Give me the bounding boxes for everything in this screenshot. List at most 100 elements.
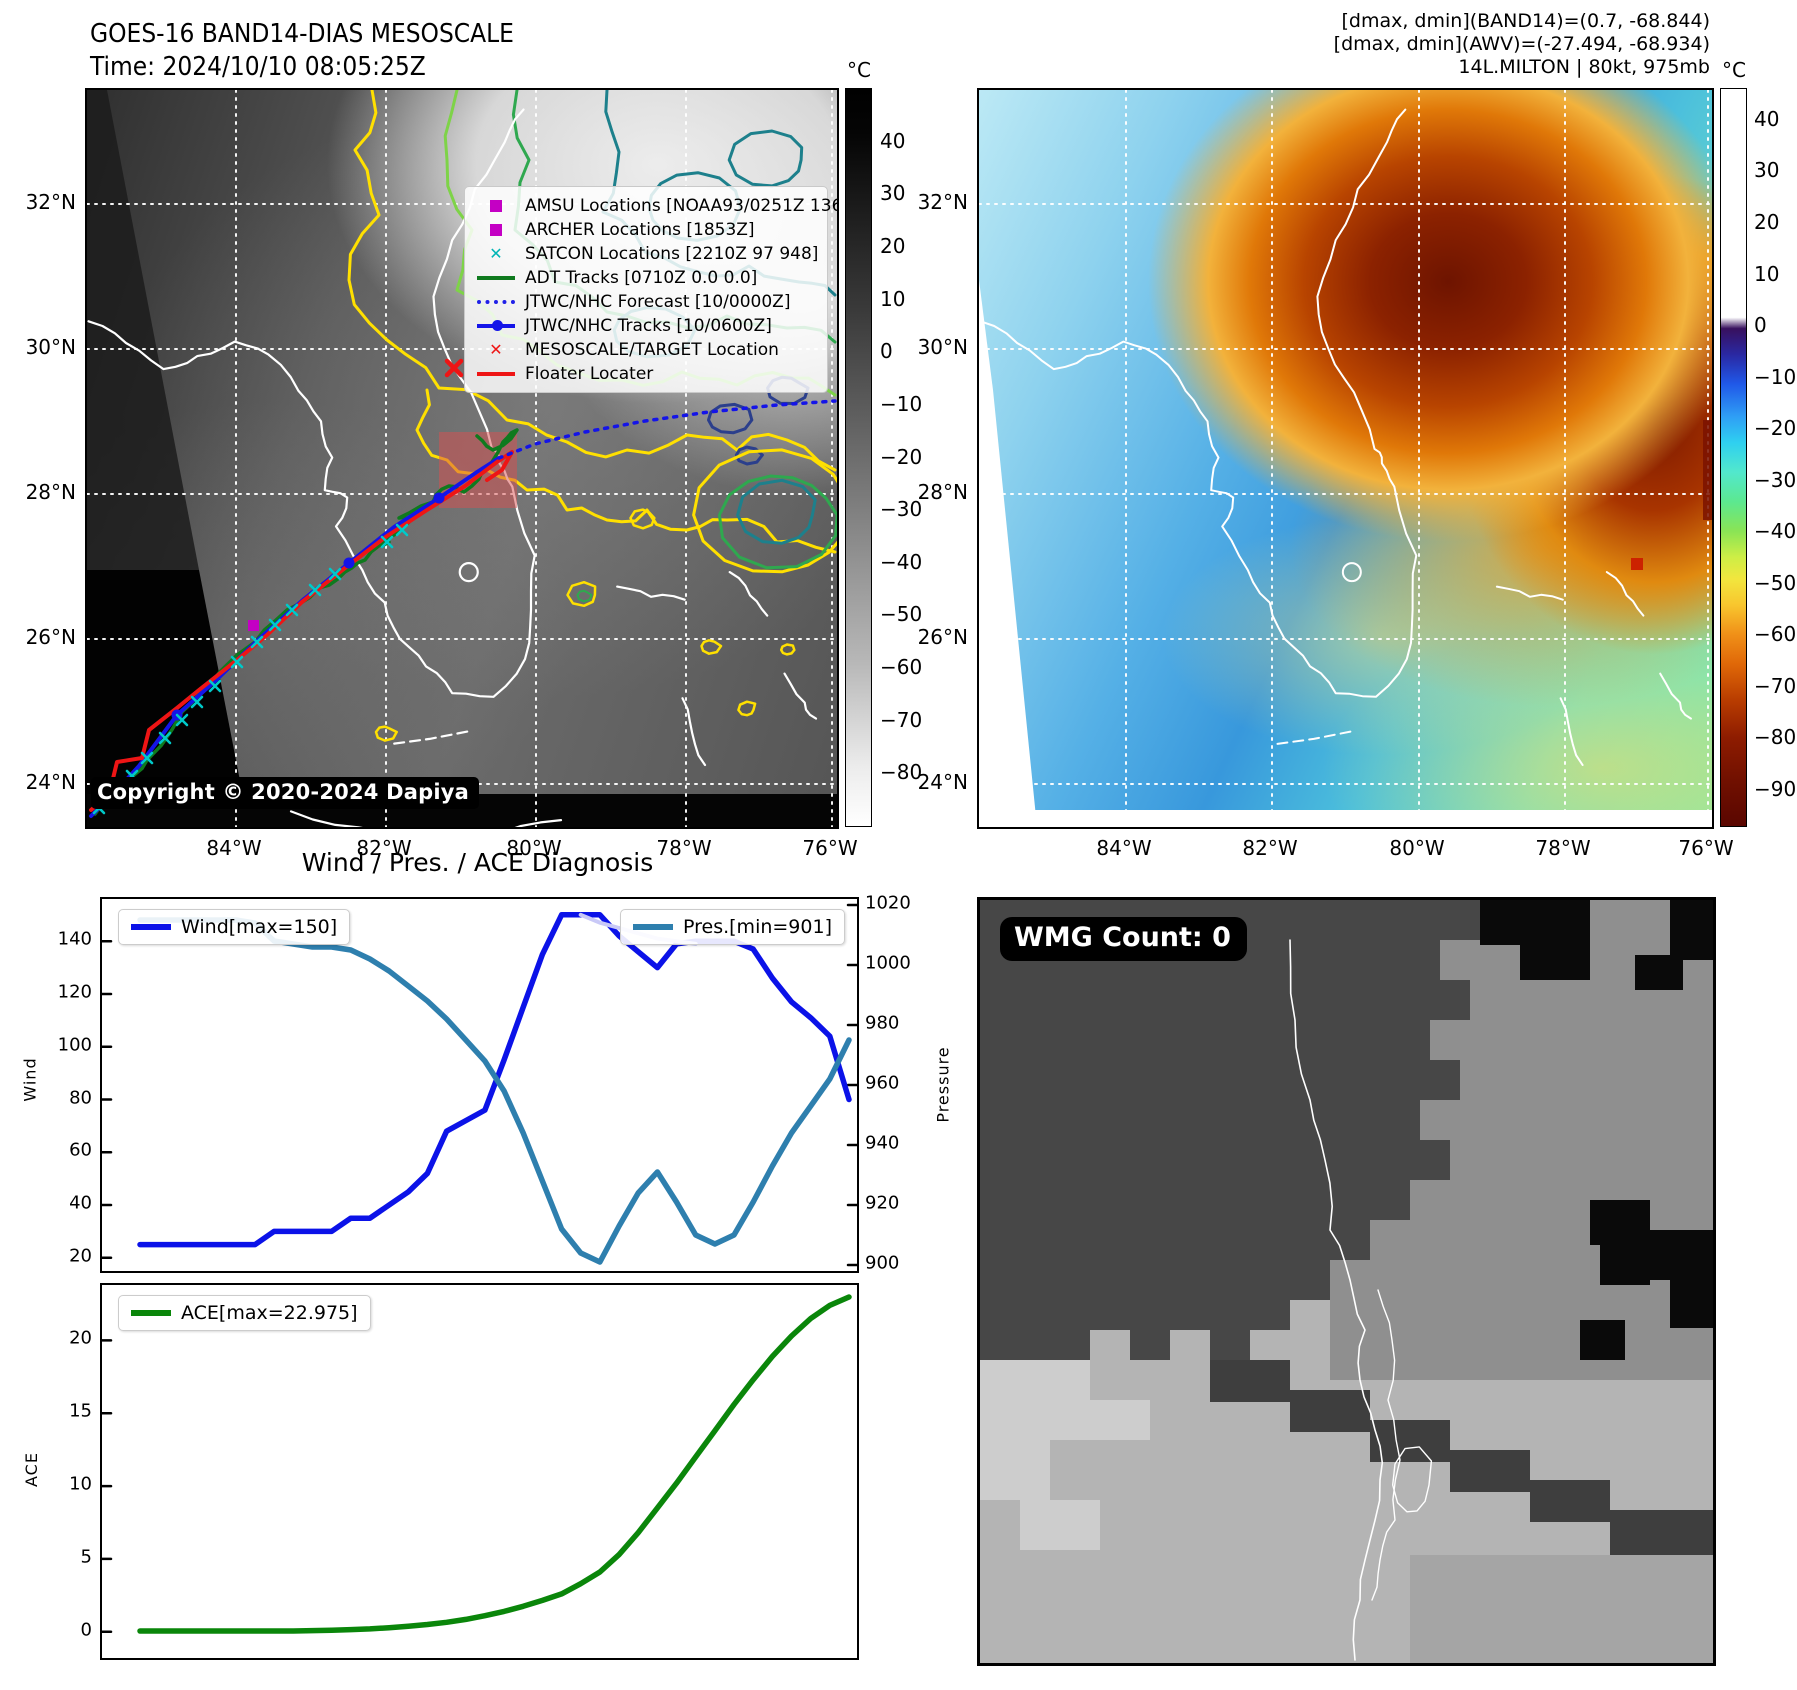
pressure-axis-label: Pressure — [933, 1046, 953, 1123]
tl-title-line1: GOES-16 BAND14-DIAS MESOSCALE — [90, 19, 514, 49]
legend-item: JTWC/NHC Forecast [10/0000Z] — [475, 290, 817, 314]
ace-axis-label: ACE — [21, 1452, 41, 1487]
copyright-watermark: Copyright © 2020-2024 Dapiya — [91, 777, 479, 809]
map-tr-xtick: 76°W — [1678, 836, 1734, 860]
awv-color-map — [977, 88, 1714, 829]
x-icon: ✕ — [489, 244, 503, 263]
ace-legend: ACE[max=22.975] — [118, 1295, 371, 1331]
y-tick: 10 — [69, 1473, 92, 1495]
y-tick: 100 — [57, 1034, 92, 1056]
legend-item-label: SATCON Locations [2210Z 97 948] — [525, 244, 819, 264]
ace-chart: ACE[max=22.975] — [100, 1283, 859, 1660]
y-tick: 120 — [57, 981, 92, 1003]
cb-right-tick: −20 — [1754, 416, 1797, 441]
map-tr-ytick: 26°N — [917, 625, 968, 649]
map-tr-ytick: 30°N — [917, 335, 968, 359]
cb-right-tick: 20 — [1754, 210, 1780, 234]
map-tr-overlay — [979, 90, 1712, 827]
legend-item: ✕ SATCON Locations [2210Z 97 948] — [475, 242, 819, 266]
legend-item-label: ARCHER Locations [1853Z] — [525, 220, 755, 240]
legend-item: JTWC/NHC Tracks [10/0600Z] — [475, 314, 817, 338]
tr-header-line1: [dmax, dmin](BAND14)=(0.7, -68.844) — [1341, 10, 1710, 32]
legend-swatch — [633, 924, 673, 930]
cb-left-tick: 30 — [880, 181, 906, 206]
cb-right-tick: −80 — [1754, 725, 1797, 750]
cb-right-tick: 40 — [1754, 106, 1780, 131]
legend-item: Floater Locater — [475, 362, 817, 386]
pressure-legend: Pres.[min=901] — [620, 909, 845, 945]
panel-tl-title: GOES-16 BAND14-DIAS MESOSCALE Time: 2024… — [90, 18, 514, 84]
cb-left-tick: −40 — [880, 549, 923, 574]
cb-left-tick: −30 — [880, 497, 923, 522]
charts-title: Wind / Pres. / ACE Diagnosis — [301, 848, 654, 877]
cb-right-tick: −40 — [1754, 519, 1797, 544]
cb-left-tick: 0 — [880, 339, 893, 364]
y-tick: 20 — [69, 1327, 92, 1349]
cb-right-tick: 30 — [1754, 158, 1780, 183]
legend-item-label: JTWC/NHC Tracks [10/0600Z] — [525, 316, 772, 336]
y-tick: 40 — [69, 1192, 92, 1214]
wmg-image — [980, 900, 1713, 1663]
map-tl-ytick: 26°N — [25, 625, 76, 649]
colorbar-right-unit: °C — [1722, 58, 1746, 82]
y-tick: 900 — [865, 1252, 900, 1274]
grayscale-colorbar — [845, 88, 872, 827]
wind-pressure-plot — [102, 903, 857, 1267]
legend-item-label: MESOSCALE/TARGET Location — [525, 340, 779, 360]
cb-right-tick: −10 — [1754, 364, 1797, 389]
ace-plot — [102, 1294, 852, 1634]
cb-left-tick: −10 — [880, 391, 923, 416]
map-tl-xtick: 78°W — [656, 836, 712, 860]
y-tick: 960 — [865, 1072, 900, 1094]
map-tr-xtick: 84°W — [1096, 836, 1152, 860]
y-tick: 1020 — [865, 892, 911, 914]
map-tl-overlay — [87, 90, 837, 827]
square-icon — [475, 224, 517, 236]
square-icon — [475, 200, 517, 212]
panel-tr-header: [dmax, dmin](BAND14)=(0.7, -68.844) [dma… — [1334, 10, 1710, 79]
cb-right-tick: −60 — [1754, 622, 1797, 647]
y-tick: 940 — [865, 1132, 900, 1154]
y-tick: 920 — [865, 1192, 900, 1214]
map-tr-xtick: 80°W — [1389, 836, 1445, 860]
dotted-icon — [475, 300, 517, 304]
wind-pressure-chart: Wind[max=150] Pres.[min=901] — [100, 897, 859, 1273]
legend-item: ADT Tracks [0710Z 0.0 0.0] — [475, 266, 817, 290]
colorbar-left-unit: °C — [847, 58, 871, 82]
legend-label: ACE[max=22.975] — [181, 1302, 358, 1324]
cb-right-tick: 10 — [1754, 261, 1780, 286]
map-tl-ytick: 32°N — [25, 190, 76, 214]
map-legend: AMSU Locations [NOAA93/0251Z 136 922] ARC… — [464, 186, 837, 393]
map-tl-xtick: 82°W — [356, 836, 412, 860]
y-tick: 60 — [69, 1139, 92, 1161]
legend-item: ARCHER Locations [1853Z] — [475, 218, 817, 242]
legend-item-label: AMSU Locations [NOAA93/0251Z 136 922] — [525, 196, 837, 216]
line-dot-icon — [475, 320, 517, 331]
cb-right-tick: −90 — [1754, 776, 1797, 801]
y-tick: 20 — [69, 1245, 92, 1267]
wmg-count-badge: WMG Count: 0 — [1000, 917, 1247, 961]
map-tl-ytick: 28°N — [25, 480, 76, 504]
cb-left-tick: 20 — [880, 233, 906, 258]
cb-left-tick: −20 — [880, 444, 923, 469]
map-tl-ytick: 24°N — [25, 770, 76, 794]
y-tick: 0 — [80, 1619, 92, 1641]
legend-swatch — [131, 1310, 171, 1316]
legend-label: Pres.[min=901] — [683, 916, 832, 938]
legend-item: ✕ MESOSCALE/TARGET Location — [475, 338, 817, 362]
y-tick: 15 — [69, 1400, 92, 1422]
legend-item: AMSU Locations [NOAA93/0251Z 136 922] — [475, 194, 837, 218]
map-tr-ytick: 24°N — [917, 770, 968, 794]
map-tl-xtick: 84°W — [206, 836, 262, 860]
cb-right-tick: 0 — [1754, 313, 1767, 338]
y-tick: 980 — [865, 1012, 900, 1034]
wind-legend: Wind[max=150] — [118, 909, 351, 945]
legend-item-label: Floater Locater — [525, 364, 654, 384]
map-tr-xtick: 82°W — [1242, 836, 1298, 860]
cb-left-tick: 10 — [880, 286, 906, 311]
map-tr-ytick: 32°N — [917, 190, 968, 214]
tr-header-line3: 14L.MILTON | 80kt, 975mb — [1458, 56, 1710, 78]
map-tr-xtick: 78°W — [1535, 836, 1591, 860]
cb-left-tick: −70 — [880, 707, 923, 732]
